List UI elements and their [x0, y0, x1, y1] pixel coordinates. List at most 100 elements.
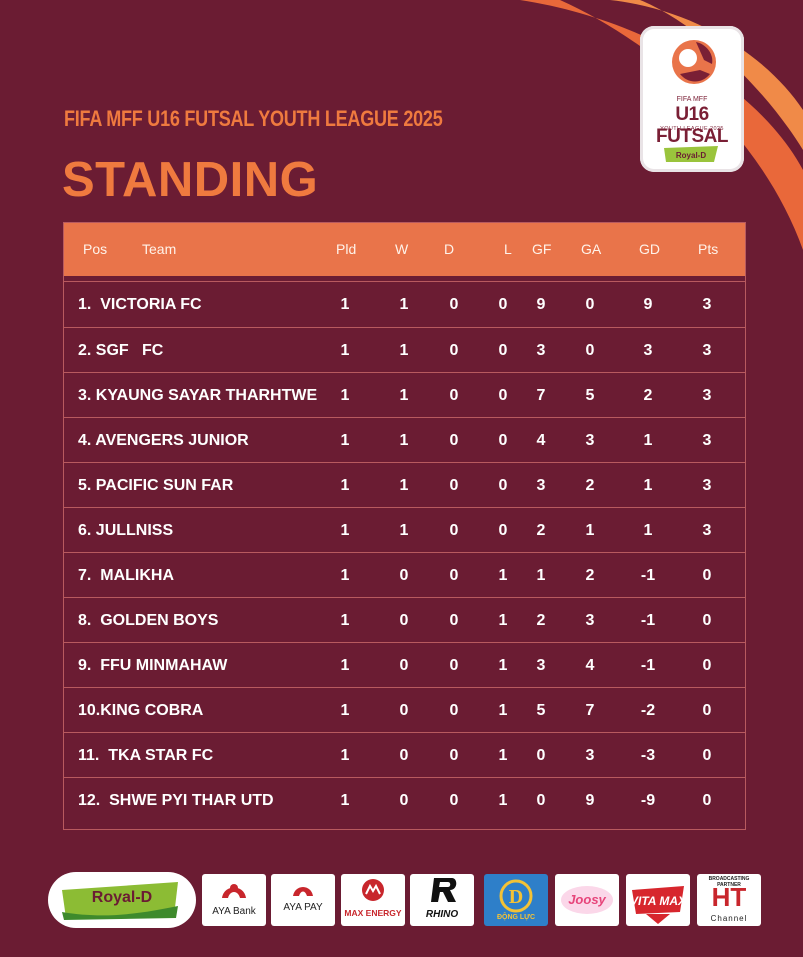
cell-gd: -1 [640, 612, 656, 629]
cell-ga: 4 [585, 657, 595, 674]
col-ga: GA [581, 241, 602, 257]
cell-gf: 3 [536, 657, 546, 674]
cell-gf: 2 [536, 612, 546, 629]
cell-w: 0 [399, 792, 409, 809]
cell-d: 0 [449, 296, 459, 313]
table-row: 7. MALIKHA 1 0 0 1 1 2 -1 0 [64, 552, 745, 597]
cell-pld: 1 [340, 792, 350, 809]
table-row: 1. VICTORIA FC 1 1 0 0 9 0 9 3 [64, 281, 745, 326]
cell-d: 0 [449, 567, 459, 584]
dong-luc-emblem-icon: D [499, 879, 533, 913]
logo-fifa-mff: FIFA MFF [676, 96, 708, 103]
team-name: 5. PACIFIC SUN FAR [78, 477, 234, 494]
cell-ga: 2 [585, 567, 595, 584]
football-icon [672, 40, 716, 84]
cell-gd: -9 [640, 792, 656, 809]
cell-l: 1 [498, 702, 508, 719]
cell-gd: 3 [643, 342, 653, 359]
royal-d-sponsor-logo [62, 882, 178, 920]
cell-d: 0 [449, 792, 459, 809]
cell-l: 0 [498, 477, 508, 494]
team-name: 9. FFU MINMAHAW [78, 657, 228, 674]
cell-w: 0 [399, 612, 409, 629]
cell-pld: 1 [340, 612, 350, 629]
league-title: FIFA MFF U16 FUTSAL YOUTH LEAGUE 2025 [64, 106, 443, 131]
cell-pld: 1 [340, 522, 350, 539]
col-l: L [504, 241, 512, 257]
cell-gd: 1 [643, 477, 653, 494]
team-name: 10.KING COBRA [78, 702, 204, 719]
cell-pld: 1 [340, 387, 350, 404]
table-row: 4. AVENGERS JUNIOR 1 1 0 0 4 3 1 3 [64, 417, 745, 462]
col-team: Team [142, 241, 177, 257]
table-row: 6. JULLNISS 1 1 0 0 2 1 1 3 [64, 507, 745, 552]
cell-ga: 3 [585, 432, 595, 449]
cell-d: 0 [449, 522, 459, 539]
tournament-logo: FIFA MFF U16 FUTSAL YOUTH LEAGUE 2025 Ro… [640, 26, 744, 172]
col-gd: GD [639, 241, 660, 257]
aya-pay-emblem-icon [293, 887, 313, 896]
cell-w: 0 [399, 747, 409, 764]
svg-text:D: D [509, 886, 523, 908]
vita-max-emblem-icon [632, 886, 684, 924]
col-gf: GF [532, 241, 552, 257]
cell-w: 1 [399, 296, 409, 313]
svg-text:Royal-D: Royal-D [676, 151, 706, 160]
cell-l: 0 [498, 432, 508, 449]
cell-gd: 9 [643, 296, 653, 313]
cell-pts: 0 [702, 702, 712, 719]
cell-pts: 3 [702, 296, 712, 313]
cell-gd: -2 [640, 702, 656, 719]
cell-gf: 5 [536, 702, 546, 719]
sponsor-dong-luc: D ĐỘNG LỰC [484, 874, 548, 926]
team-name: 4. AVENGERS JUNIOR [78, 432, 249, 449]
table-row: 8. GOLDEN BOYS 1 0 0 1 2 3 -1 0 [64, 597, 745, 642]
cell-pld: 1 [340, 747, 350, 764]
sponsor-rhino: RHINO [410, 874, 474, 926]
cell-ga: 9 [585, 792, 595, 809]
team-name: 12. SHWE PYI THAR UTD [78, 792, 274, 809]
cell-d: 0 [449, 432, 459, 449]
table-row: 3. KYAUNG SAYAR THARHTWE 1 1 0 0 7 5 2 3 [64, 372, 745, 417]
cell-l: 1 [498, 747, 508, 764]
cell-gf: 3 [536, 477, 546, 494]
cell-gd: -1 [640, 567, 656, 584]
cell-w: 1 [399, 432, 409, 449]
cell-gd: 1 [643, 522, 653, 539]
cell-l: 1 [498, 792, 508, 809]
cell-pld: 1 [340, 477, 350, 494]
team-name: 2. SGF FC [78, 342, 164, 359]
page-title: STANDING [62, 153, 319, 207]
sponsor-aya-bank: AYA Bank [202, 874, 266, 926]
cell-pts: 3 [702, 342, 712, 359]
cell-d: 0 [449, 387, 459, 404]
logo-subtitle: YOUTH LEAGUE 2025 [660, 126, 724, 132]
cell-d: 0 [449, 657, 459, 674]
cell-w: 1 [399, 387, 409, 404]
cell-w: 0 [399, 702, 409, 719]
col-w: W [395, 241, 409, 257]
cell-gd: 2 [643, 387, 653, 404]
cell-pts: 3 [702, 387, 712, 404]
cell-pld: 1 [340, 432, 350, 449]
sponsor-royal-d: Royal-D [48, 872, 196, 928]
cell-pts: 3 [702, 477, 712, 494]
cell-ga: 0 [585, 342, 595, 359]
table-row: 5. PACIFIC SUN FAR 1 1 0 0 3 2 1 3 [64, 462, 745, 507]
cell-gf: 0 [536, 747, 546, 764]
cell-w: 0 [399, 657, 409, 674]
cell-pld: 1 [340, 657, 350, 674]
cell-gf: 3 [536, 342, 546, 359]
aya-bank-emblem-icon [222, 884, 246, 898]
cell-pts: 0 [702, 792, 712, 809]
cell-w: 1 [399, 342, 409, 359]
team-name: 11. TKA STAR FC [78, 747, 214, 764]
col-pos: Pos [83, 241, 108, 257]
table-row: 12. SHWE PYI THAR UTD 1 0 0 1 0 9 -9 0 [64, 777, 745, 822]
cell-l: 0 [498, 342, 508, 359]
cell-w: 0 [399, 567, 409, 584]
cell-l: 1 [498, 612, 508, 629]
cell-ga: 3 [585, 747, 595, 764]
cell-pts: 0 [702, 657, 712, 674]
royal-d-logo: Royal-D [664, 146, 718, 162]
